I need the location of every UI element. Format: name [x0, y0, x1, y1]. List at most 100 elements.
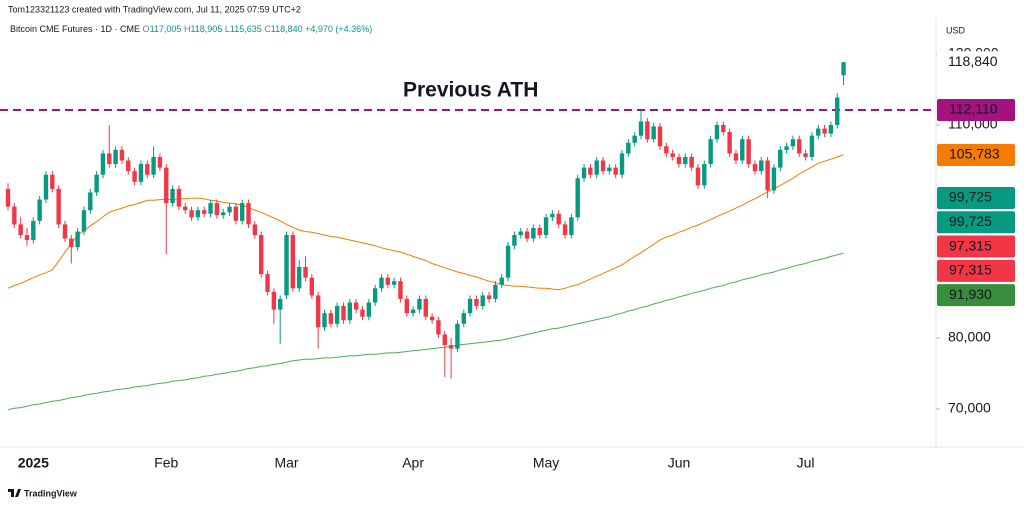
- ohlc-key: H: [184, 24, 191, 34]
- candle-body: [676, 156, 682, 165]
- candle-body: [562, 224, 568, 236]
- candle-body: [252, 224, 258, 236]
- candle-body: [467, 298, 473, 314]
- candle-body: [455, 323, 460, 349]
- price-label: 99,725: [949, 189, 992, 205]
- candle-body: [31, 220, 36, 241]
- candle-body: [372, 288, 378, 303]
- candle-body: [88, 192, 93, 211]
- candle-body: [841, 62, 846, 76]
- candle-body: [664, 146, 669, 154]
- candle-body: [37, 199, 42, 221]
- ohlc-value: 118,840: [271, 24, 303, 34]
- candle-body: [607, 167, 612, 172]
- candle-body: [18, 224, 23, 236]
- candle-body: [594, 160, 599, 175]
- currency: USD: [946, 25, 966, 35]
- candle-body: [94, 174, 99, 193]
- brand: TradingView: [24, 488, 78, 498]
- x-tick-label: 2025: [18, 455, 49, 471]
- candle-body: [391, 281, 397, 285]
- legend-info: Bitcoin CME Futures · 1D · CME O117,005 …: [10, 24, 372, 34]
- x-tick-label: Apr: [402, 455, 424, 471]
- candle-body: [315, 295, 321, 328]
- candle-body: [588, 167, 593, 175]
- candle-body: [189, 210, 194, 218]
- candle-body: [657, 126, 663, 147]
- y-tick-label: 70,000: [948, 400, 991, 416]
- candle-body: [303, 267, 308, 278]
- candle-body: [322, 313, 327, 328]
- candle-body: [531, 227, 536, 239]
- price-label: 99,725: [949, 213, 992, 229]
- candle-body: [145, 164, 150, 175]
- candle-body: [233, 206, 239, 221]
- candle-body: [100, 153, 106, 175]
- candle-body: [689, 156, 694, 168]
- candle-body: [107, 153, 112, 165]
- candle-body: [202, 210, 207, 214]
- candle-body: [771, 167, 777, 191]
- moving-average: [7, 252, 844, 411]
- candle-body: [638, 121, 644, 136]
- candle-body: [366, 302, 372, 317]
- candle-body: [157, 156, 163, 168]
- candle-body: [619, 153, 625, 175]
- price-label-box: [937, 284, 1015, 307]
- price-label-box: [937, 211, 1015, 234]
- price-label-box: [937, 99, 1015, 122]
- candle-body: [651, 126, 656, 140]
- candle-body: [328, 313, 334, 324]
- price-label: 91,930: [949, 286, 992, 302]
- candle-body: [423, 298, 428, 317]
- candle-body: [360, 309, 365, 317]
- ohlc-value: 115,635: [230, 24, 262, 34]
- candle-body: [75, 231, 80, 248]
- candle-body: [518, 231, 523, 236]
- candle-body: [461, 313, 466, 324]
- candle-body: [176, 188, 182, 207]
- candle-body: [195, 210, 201, 218]
- price-label-box: [937, 259, 1015, 282]
- candle-body: [803, 153, 808, 157]
- price-label: 97,315: [949, 237, 992, 253]
- candle-body: [670, 153, 675, 157]
- price-label-box: [937, 235, 1015, 258]
- logo: TradingView: [8, 488, 78, 498]
- candle-body: [512, 235, 517, 246]
- candle-body: [271, 291, 277, 310]
- candle-body: [784, 146, 789, 150]
- candle-body: [334, 306, 340, 324]
- candle-body: [581, 167, 587, 179]
- candle-body: [537, 227, 542, 236]
- x-tick-label: Mar: [274, 455, 298, 471]
- candle-body: [740, 139, 745, 161]
- candle-body: [474, 298, 479, 307]
- candle-body: [170, 188, 175, 204]
- candle-body: [221, 212, 226, 216]
- candle-body: [632, 135, 637, 143]
- logo-mark: [8, 489, 21, 497]
- candle-body: [214, 203, 220, 216]
- price-label-box: [937, 143, 1015, 166]
- candle-body: [822, 128, 827, 134]
- candle-body: [486, 295, 492, 299]
- candle-body: [835, 97, 840, 126]
- candle-body: [379, 277, 384, 289]
- price-label: 118,840: [948, 53, 998, 69]
- price-label: 112,110: [949, 101, 998, 117]
- candle-body: [347, 302, 353, 321]
- candle-body: [524, 231, 530, 239]
- candle-body: [398, 281, 403, 299]
- x-tick-label: Jun: [668, 455, 691, 471]
- candle-body: [752, 164, 758, 172]
- x-tick-label: Feb: [154, 455, 178, 471]
- candle-body: [442, 334, 447, 346]
- candle-body: [550, 213, 555, 218]
- candle-body: [429, 316, 435, 321]
- candle-body: [69, 238, 74, 248]
- candle-body: [24, 235, 30, 241]
- ohlc-value: 118,905: [190, 24, 222, 34]
